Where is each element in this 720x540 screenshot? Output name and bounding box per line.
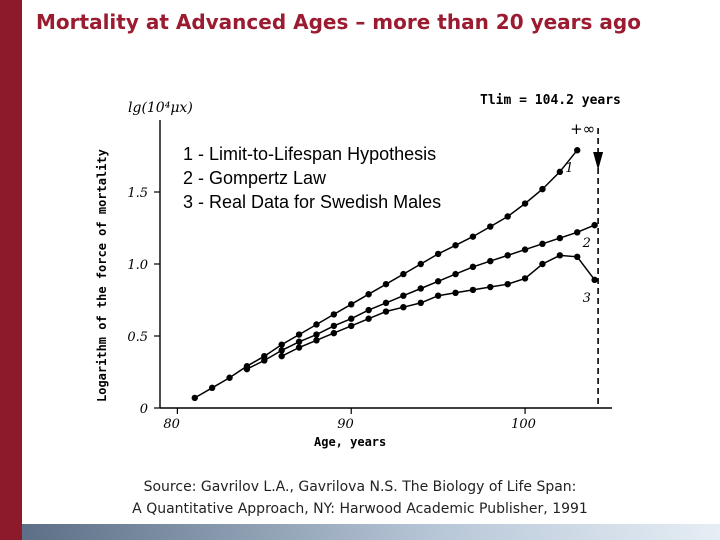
series-3-point — [278, 352, 285, 360]
series-2-point — [348, 315, 355, 322]
series-1-point — [452, 242, 459, 249]
y-tick-label: 1.0 — [127, 258, 148, 273]
series-1-point — [574, 147, 581, 154]
y-tick-label: 1.5 — [127, 186, 148, 201]
series-1-point — [295, 331, 303, 338]
series-3-point — [574, 253, 581, 260]
series-2-point — [591, 221, 598, 229]
mortality-chart: Logarithm of the force of mortality lg(1… — [95, 93, 621, 449]
series-2-point — [556, 234, 564, 242]
y-axis-label: Logarithm of the force of mortality — [95, 149, 109, 402]
x-axis-label: Age, years — [314, 435, 386, 449]
y-axis-title: lg(10⁴μx) — [128, 100, 193, 116]
series-3-point — [591, 276, 598, 284]
series-3-point — [434, 292, 442, 299]
slide-title: Mortality at Advanced Ages – more than 2… — [36, 10, 641, 34]
series-2-point — [278, 347, 285, 354]
series-1-point — [434, 250, 442, 258]
source-label: Source: — [143, 479, 197, 495]
series-2-point — [365, 306, 372, 314]
series-1-point — [556, 168, 564, 176]
series-2-point — [295, 338, 303, 345]
series-3-point — [539, 260, 546, 268]
series-3-label: 3 — [583, 291, 591, 306]
footer-gradient-bar — [22, 524, 720, 540]
series-3-point — [330, 329, 338, 337]
series-2-point — [487, 257, 494, 265]
legend-entry-gompertz: 2 - Gompertz Law — [183, 168, 327, 188]
series-3-point — [504, 280, 511, 288]
series-2-point — [452, 270, 459, 278]
series-1-point — [226, 374, 233, 381]
series-1-point — [330, 311, 338, 318]
series-2-point — [504, 252, 511, 259]
series-1-point — [417, 260, 424, 268]
x-tick-label: 100 — [511, 417, 536, 432]
series-2-point — [313, 331, 320, 338]
series-1-point — [539, 185, 546, 193]
series-2-point — [243, 365, 251, 373]
series-3-point — [348, 322, 355, 330]
series-2-point — [400, 292, 407, 299]
series-3-point — [313, 337, 320, 344]
series-2-point — [261, 357, 268, 364]
series-2-point — [382, 299, 390, 307]
source-citation: Source: Gavrilov L.A., Gavrilova N.S. Th… — [0, 476, 720, 520]
y-tick-label: 0.5 — [127, 330, 148, 345]
series-1-point — [191, 394, 198, 402]
series-2-point — [521, 246, 529, 253]
source-line-2: A Quantitative Approach, NY: Harwood Aca… — [132, 501, 588, 517]
series-1-point — [348, 301, 355, 308]
series-3-point — [452, 289, 459, 296]
series-1-point — [382, 280, 390, 288]
series-3-point — [469, 286, 477, 294]
series-3-point — [417, 299, 424, 307]
infinity-label: +∞ — [570, 120, 595, 138]
series-3-point — [556, 252, 564, 259]
series-3-point — [400, 304, 407, 311]
t-lim-arrow-icon — [593, 152, 604, 170]
series-2-point — [539, 240, 546, 248]
series-1-point — [504, 213, 511, 220]
series-3-point — [521, 275, 529, 282]
series-3-point — [487, 283, 494, 291]
series-1-point — [208, 384, 216, 392]
series-2-label: 2 — [582, 236, 591, 251]
series-1-point — [469, 233, 477, 240]
sidebar-accent-bar — [0, 0, 22, 540]
series-2-point — [574, 229, 581, 236]
series-2-point — [469, 263, 477, 271]
series-1-label: 1 — [565, 161, 573, 176]
source-line-1: Gavrilov L.A., Gavrilova N.S. The Biolog… — [200, 479, 577, 495]
series-2-point — [417, 285, 424, 292]
series-3-line — [281, 254, 596, 357]
y-tick-label: 0 — [140, 402, 148, 417]
t-lim-label: Tlim = 104.2 years — [480, 93, 621, 108]
series-2-point — [434, 278, 442, 285]
series-3-point — [365, 315, 372, 322]
series-1-point — [487, 223, 494, 230]
series-2-point — [330, 322, 338, 330]
series-1-point — [365, 291, 372, 298]
series-3-point — [382, 308, 390, 315]
series-1-point — [313, 321, 320, 328]
x-tick-label: 80 — [163, 417, 180, 432]
legend-entry-swedish-males: 3 - Real Data for Swedish Males — [183, 192, 441, 212]
series-1-point — [521, 200, 529, 207]
series-3-point — [295, 344, 303, 351]
series-1-point — [278, 341, 285, 348]
series-1-point — [400, 270, 407, 278]
legend-entry-limit-to-lifespan: 1 - Limit-to-Lifespan Hypothesis — [183, 144, 436, 164]
x-tick-label: 90 — [337, 417, 354, 432]
